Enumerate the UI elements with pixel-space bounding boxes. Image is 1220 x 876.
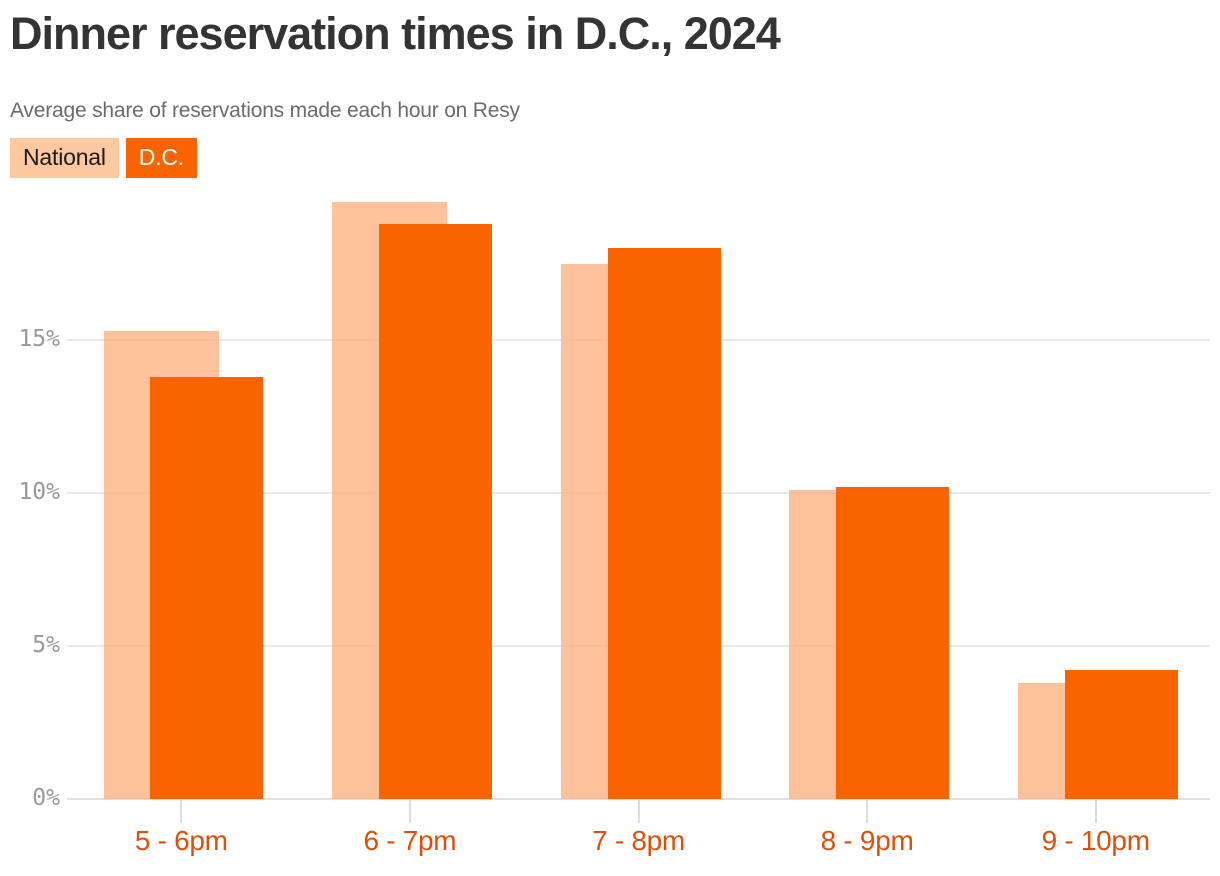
plot-area	[67, 187, 1210, 800]
bar-dc-7-8pm	[607, 248, 721, 799]
y-axis-tick-label: 5%	[32, 632, 60, 658]
gridline-0pct	[67, 798, 1210, 800]
bar-dc-9-10pm	[1064, 670, 1178, 799]
x-axis-tick	[408, 800, 411, 823]
bar-dc-5-6pm	[150, 376, 264, 799]
x-axis-tick	[180, 800, 183, 823]
bar-group-7-8pm	[524, 187, 753, 799]
x-axis-label-7-8pm: 7 - 8pm	[592, 825, 685, 856]
x-axis-label-9-10pm: 9 - 10pm	[1041, 825, 1150, 856]
x-axis-tick	[866, 800, 869, 823]
bar-group-9-10pm	[981, 187, 1210, 799]
y-axis-tick-label: 10%	[18, 479, 60, 505]
y-axis-tick-label: 15%	[18, 326, 60, 352]
x-axis-label-8-9pm: 8 - 9pm	[820, 825, 914, 856]
bar-dc-6-7pm	[379, 223, 492, 799]
legend-item-national: National	[10, 138, 119, 178]
chart-title: Dinner reservation times in D.C., 2024	[10, 8, 781, 59]
bar-dc-8-9pm	[836, 486, 950, 799]
legend: National D.C.	[10, 138, 197, 178]
y-axis-tick-label: 0%	[32, 785, 60, 811]
bar-group-8-9pm	[753, 187, 982, 799]
x-axis-label-6-7pm: 6 - 7pm	[363, 825, 457, 856]
bar-group-5-6pm	[67, 187, 296, 799]
bar-group-6-7pm	[296, 187, 525, 799]
chart-subtitle: Average share of reservations made each …	[10, 99, 520, 122]
x-axis-tick	[637, 800, 640, 823]
legend-item-dc: D.C.	[125, 138, 197, 178]
x-axis-label-5-6pm: 5 - 6pm	[134, 825, 228, 856]
x-axis-tick	[1094, 800, 1097, 823]
